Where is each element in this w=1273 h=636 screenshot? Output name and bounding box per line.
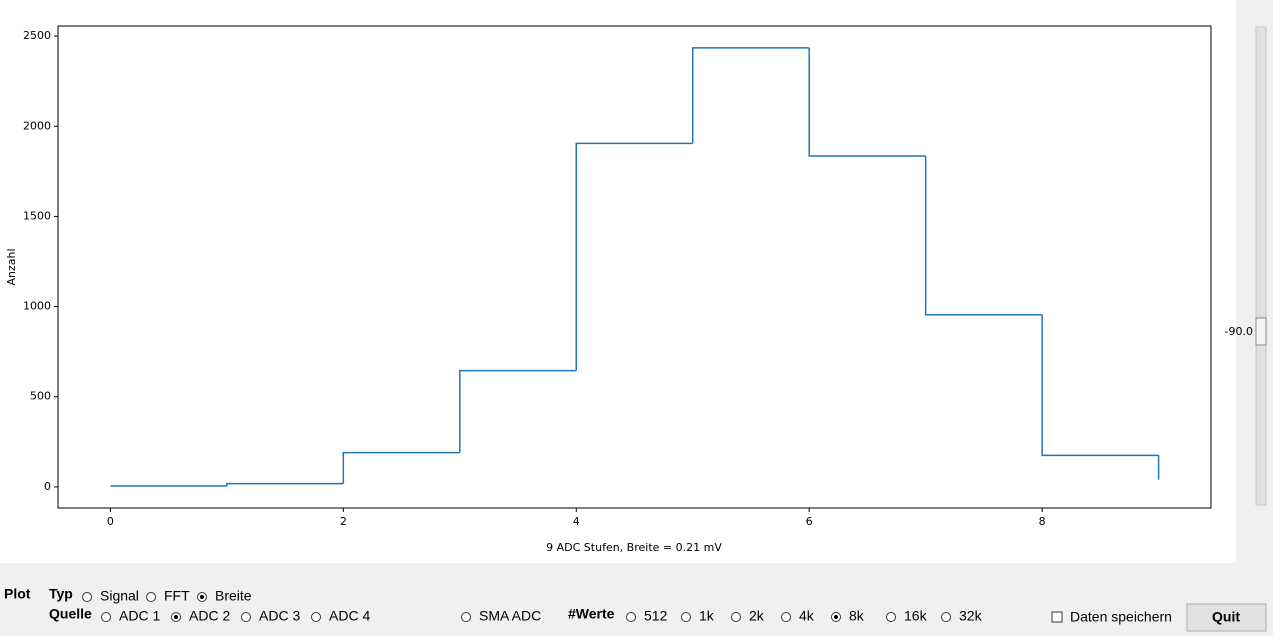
step-line	[808, 47, 926, 157]
quelle-option[interactable]: ADC 3	[259, 608, 300, 624]
werte-radio[interactable]	[681, 612, 691, 622]
werte-label: #Werte	[568, 606, 615, 622]
plot-label: Plot	[4, 586, 31, 602]
step-line	[924, 156, 1043, 316]
typ-option[interactable]: FFT	[164, 588, 190, 604]
step-line	[459, 369, 577, 453]
typ-radio[interactable]	[146, 592, 156, 602]
save-checkbox[interactable]	[1051, 611, 1063, 623]
slider-thumb[interactable]	[1255, 317, 1267, 346]
werte-option[interactable]: 2k	[749, 608, 765, 624]
werte-radio[interactable]	[781, 612, 791, 622]
step-line	[575, 142, 693, 371]
quelle-radio[interactable]	[311, 612, 321, 622]
plot-frame	[57, 25, 1212, 509]
typ-label: Typ	[49, 586, 73, 602]
y-tick-label: 1500	[23, 209, 51, 222]
typ-option[interactable]: Signal	[100, 588, 139, 604]
typ-radio[interactable]	[82, 592, 92, 602]
y-tick-label: 1000	[23, 300, 51, 313]
werte-option[interactable]: 16k	[904, 608, 928, 624]
x-axis-label: 9 ADC Stufen, Breite = 0.21 mV	[546, 541, 722, 554]
slider-track[interactable]	[1255, 26, 1267, 506]
werte-option[interactable]: 8k	[849, 608, 865, 624]
quelle-radio[interactable]	[241, 612, 251, 622]
quelle-radio-dot	[174, 615, 178, 619]
quelle-option[interactable]: SMA ADC	[479, 608, 541, 624]
step-line	[691, 47, 810, 144]
werte-option[interactable]: 32k	[959, 608, 983, 624]
save-label[interactable]: Daten speichern	[1070, 609, 1172, 625]
x-tick-label: 2	[340, 515, 347, 528]
werte-radio[interactable]	[731, 612, 741, 622]
typ-radio-dot	[200, 595, 204, 599]
y-axis-label: Anzahl	[5, 248, 18, 285]
werte-option[interactable]: 1k	[699, 608, 715, 624]
step-line	[226, 482, 344, 487]
typ-option[interactable]: Breite	[215, 588, 252, 604]
quit-label[interactable]: Quit	[1212, 609, 1240, 625]
x-tick-label: 0	[107, 515, 114, 528]
x-tick-label: 6	[806, 515, 813, 528]
werte-radio[interactable]	[626, 612, 636, 622]
quit-button[interactable]	[1186, 603, 1267, 632]
y-tick-label: 2000	[23, 119, 51, 132]
werte-option[interactable]: 4k	[799, 608, 815, 624]
x-tick-label: 4	[573, 515, 580, 528]
quelle-radio[interactable]	[101, 612, 111, 622]
werte-radio[interactable]	[886, 612, 896, 622]
slider-value: -90.0	[1225, 325, 1253, 338]
werte-option[interactable]: 512	[644, 608, 668, 624]
quelle-option[interactable]: ADC 4	[329, 608, 370, 624]
step-line	[1041, 314, 1159, 457]
step-line	[342, 451, 460, 484]
werte-radio[interactable]	[941, 612, 951, 622]
quelle-radio[interactable]	[461, 612, 471, 622]
x-tick-label: 8	[1039, 515, 1046, 528]
quelle-label: Quelle	[49, 606, 92, 622]
werte-radio-dot	[834, 615, 838, 619]
quelle-option[interactable]: ADC 2	[189, 608, 230, 624]
quelle-option[interactable]: ADC 1	[119, 608, 160, 624]
y-tick-label: 500	[30, 390, 51, 403]
y-tick-label: 0	[44, 480, 51, 493]
y-tick-label: 2500	[23, 29, 51, 42]
